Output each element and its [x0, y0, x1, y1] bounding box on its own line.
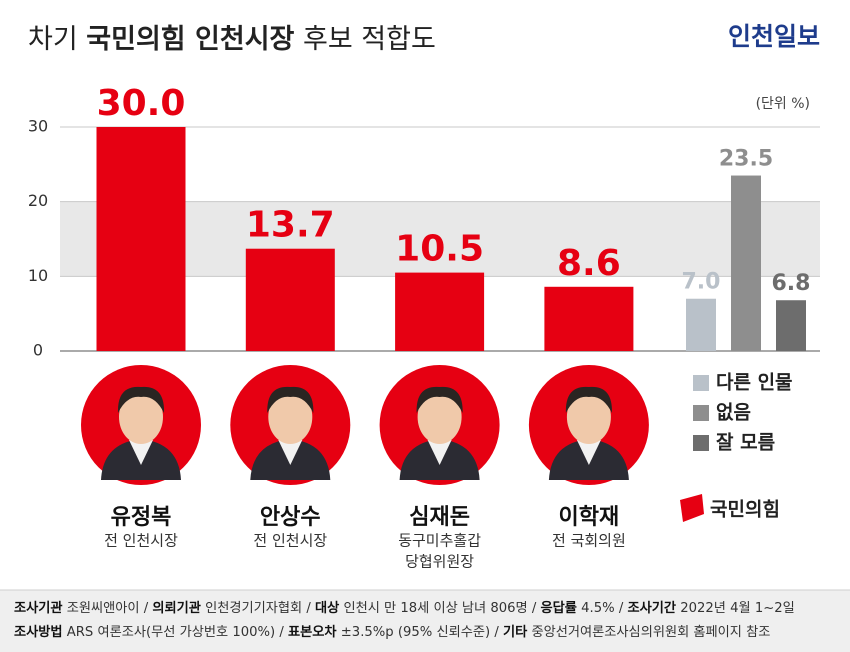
title-part: 국민의힘 인천시장 [86, 24, 294, 55]
party-logo [680, 494, 704, 522]
note-label: 대상 [315, 600, 339, 616]
unit-label: (단위 %) [756, 96, 810, 112]
y-tick-label: 0 [33, 341, 43, 360]
note-text: ±3.5%p (95% 신뢰수준) [341, 624, 490, 640]
y-tick-label: 20 [28, 191, 48, 210]
note-text: 4.5% [581, 601, 615, 616]
note-label: 조사기관 [14, 599, 63, 616]
footer-note: 조사기관 조원씨앤아이 / 의뢰기관 인천경기기자협회 / 대상 인천시 만 1… [14, 599, 795, 616]
legend-label: 없음 [716, 402, 751, 424]
separator: / [275, 625, 288, 640]
separator: / [528, 601, 541, 616]
portrait-face [417, 390, 462, 444]
portrait-hair [565, 386, 612, 413]
candidate-description: 전 인천시장 [104, 532, 178, 550]
value-label: 6.8 [772, 271, 811, 296]
portrait-collar [427, 440, 452, 465]
note-text: 인천경기기자협회 [205, 600, 302, 616]
candidate-description: 전 인천시장 [253, 532, 327, 550]
candidate-description: 전 국회의원 [552, 532, 626, 550]
legend-label: 잘 모름 [716, 432, 775, 454]
footer-background [0, 590, 850, 652]
separator: / [302, 601, 315, 616]
note-label: 응답률 [541, 599, 577, 616]
portrait-face [268, 390, 313, 444]
title-part: 차기 [28, 24, 78, 55]
title-part: 후보 적합도 [303, 24, 436, 55]
bar [96, 127, 186, 351]
note-text: 2022년 4월 1~2일 [680, 600, 795, 616]
separator: / [140, 601, 153, 616]
logo: 인천일보 [728, 22, 820, 51]
value-label: 30.0 [97, 83, 186, 124]
note-text: 인천시 만 18세 이상 남녀 806명 [343, 600, 527, 616]
bar [245, 248, 335, 351]
note-label: 조사기간 [627, 599, 676, 616]
party-name: 국민의힘 [710, 499, 780, 521]
y-tick-label: 30 [28, 117, 48, 136]
bar [776, 300, 806, 351]
portrait-collar [129, 440, 153, 465]
portrait-hair [267, 386, 314, 413]
note-label: 기타 [503, 624, 528, 640]
candidate-name: 유정복 [111, 505, 172, 530]
candidate-name: 이학재 [559, 505, 620, 530]
note-text: ARS 여론조사(무선 가상번호 100%) [67, 624, 275, 640]
portraits [81, 365, 649, 485]
portrait-hair [117, 386, 165, 413]
portrait-collar [278, 440, 303, 465]
legend-swatch [693, 405, 709, 421]
candidate-name: 심재돈 [409, 505, 470, 530]
bar [686, 298, 716, 351]
y-tick-label: 10 [28, 266, 48, 285]
bar [395, 272, 485, 351]
candidate-name: 안상수 [260, 505, 321, 530]
value-label: 13.7 [246, 205, 335, 246]
note-text: 조원씨앤아이 [67, 600, 140, 616]
note-label: 조사방법 [14, 624, 63, 640]
grid-band [60, 201, 820, 277]
candidate-description: 당협위원장 [405, 553, 474, 571]
legend-swatch [693, 435, 709, 451]
separator: / [615, 601, 628, 616]
separator: / [490, 625, 503, 640]
note-label: 의뢰기관 [152, 599, 201, 616]
value-label: 7.0 [682, 270, 721, 295]
candidate-description: 동구미추홀갑 [398, 532, 481, 550]
bar [544, 286, 634, 351]
legend-swatch [693, 375, 709, 391]
portrait-hair [416, 386, 463, 413]
footer-note: 조사방법 ARS 여론조사(무선 가상번호 100%) / 표본오차 ±3.5%… [14, 624, 770, 640]
portrait-face [566, 390, 611, 444]
portrait-face [119, 390, 163, 444]
value-label: 10.5 [395, 229, 484, 270]
note-label: 표본오차 [288, 624, 337, 640]
portrait-collar [576, 440, 601, 465]
value-label: 23.5 [719, 147, 773, 172]
legend-label: 다른 인물 [716, 372, 793, 394]
value-label: 8.6 [557, 243, 621, 284]
bar [731, 175, 761, 351]
chart-title: 차기 국민의힘 인천시장 후보 적합도 [28, 24, 436, 55]
note-text: 중앙선거여론조사심의위원회 홈페이지 참조 [532, 624, 771, 640]
